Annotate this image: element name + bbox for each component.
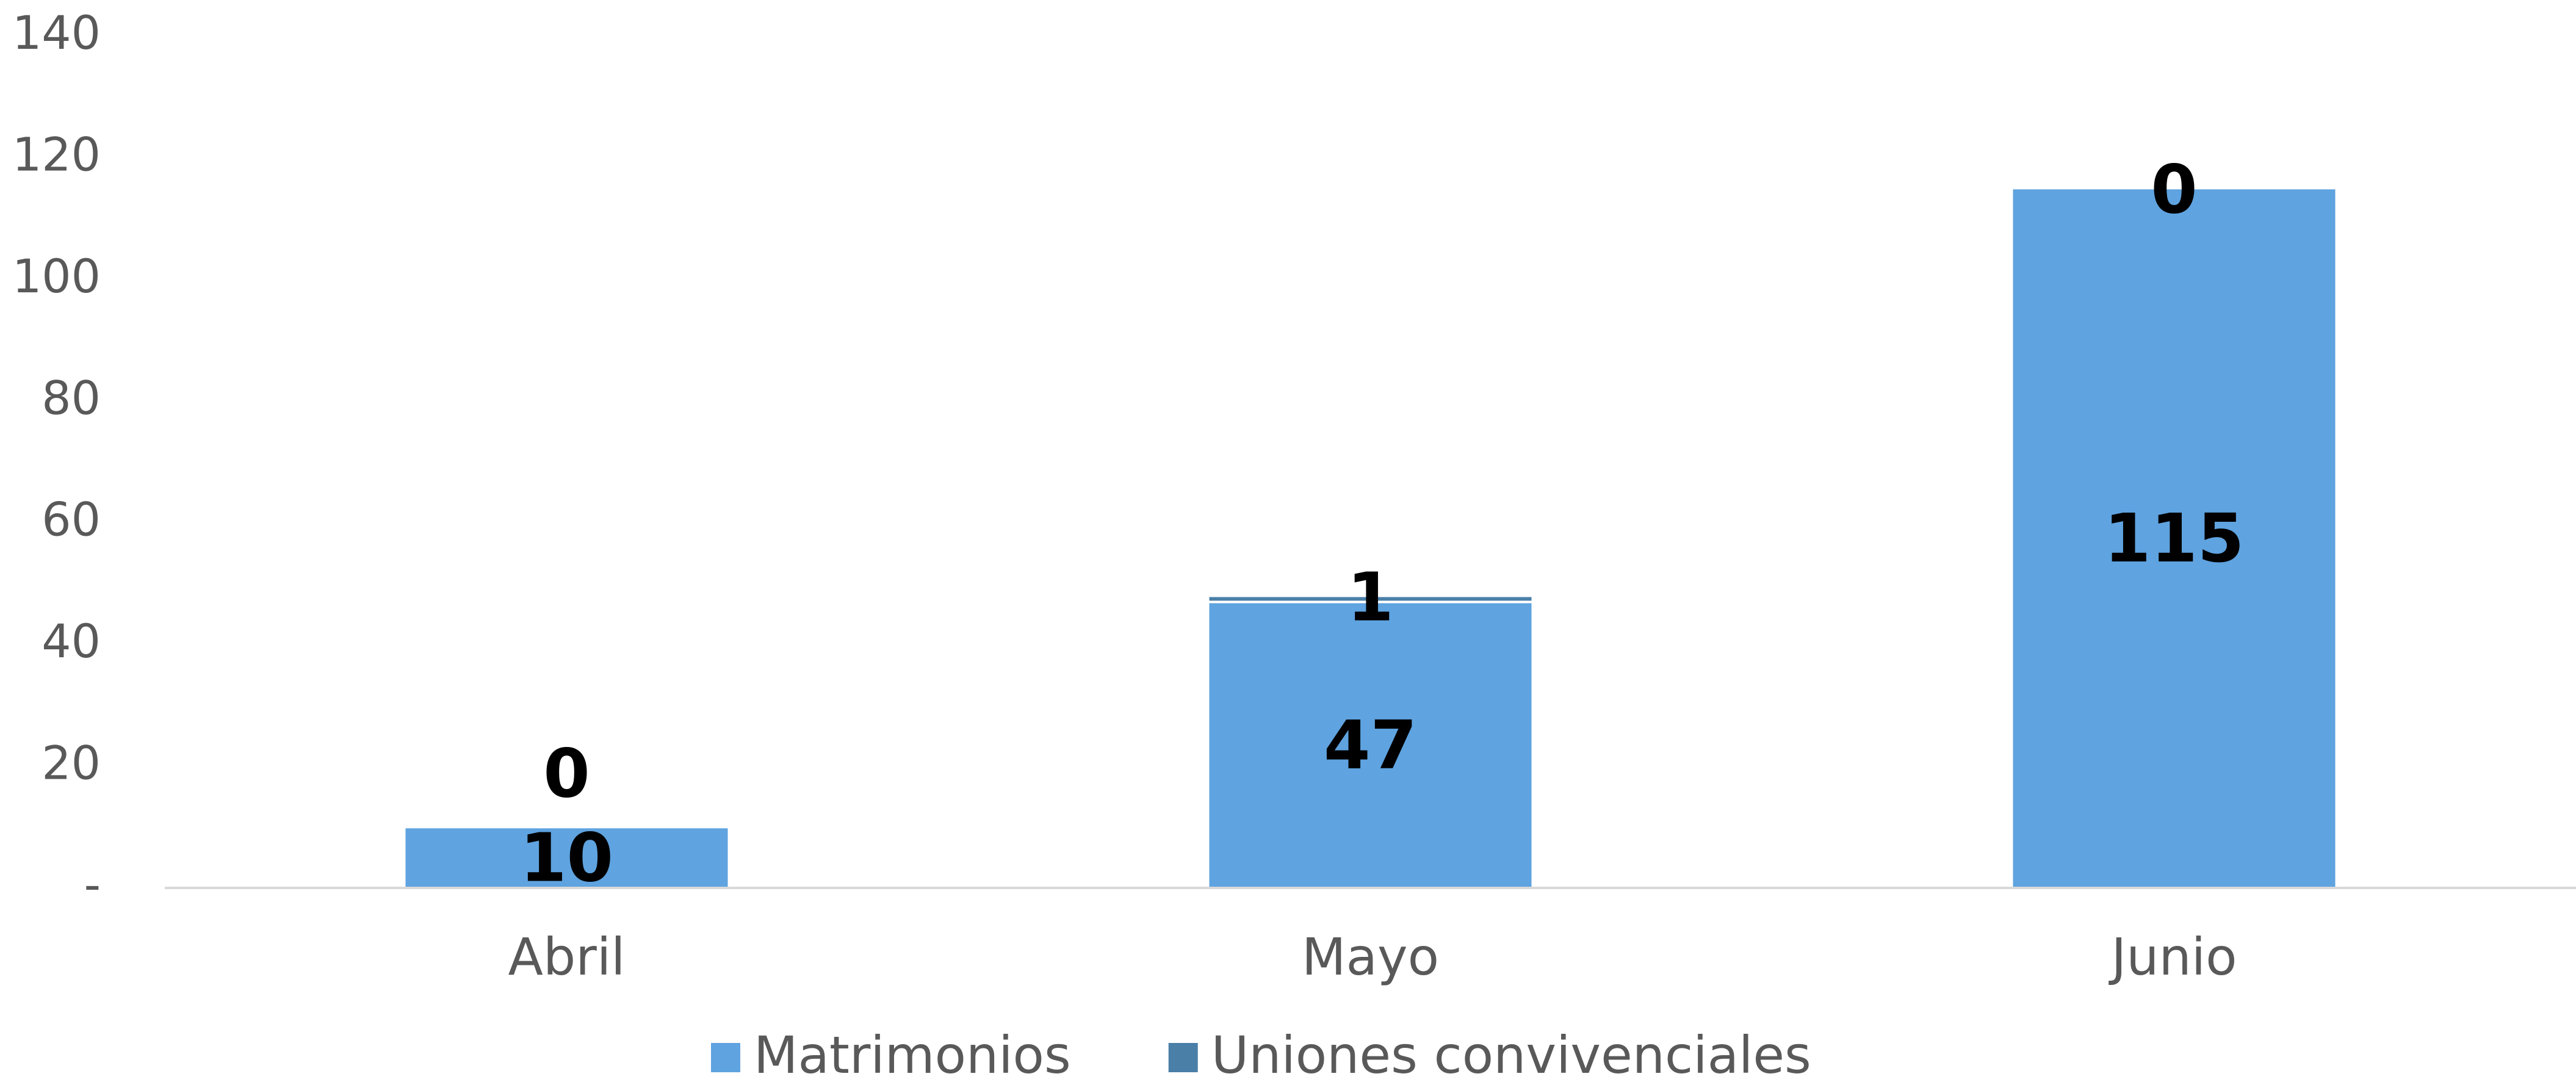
x-tick-label: Mayo — [1302, 927, 1439, 987]
y-tick-label: 60 — [41, 492, 101, 547]
y-tick-label: 40 — [41, 614, 101, 668]
y-tick-label: 120 — [12, 127, 101, 181]
legend-label: Uniones convivenciales — [1211, 1025, 1811, 1082]
y-tick-label: 100 — [12, 249, 101, 303]
x-tick-label: Abril — [508, 927, 626, 987]
y-tick-label: - — [84, 857, 101, 912]
data-label: 1 — [1347, 558, 1394, 637]
legend-swatch — [1168, 1043, 1198, 1072]
data-label: 47 — [1324, 706, 1417, 784]
legend-label: Matrimonios — [754, 1025, 1071, 1082]
data-label: 0 — [2151, 151, 2198, 229]
y-tick-label: 20 — [41, 736, 101, 790]
data-label: 10 — [520, 818, 613, 896]
y-tick-label: 80 — [41, 370, 101, 425]
y-tick-label: 140 — [12, 5, 101, 60]
bar-segment — [2010, 187, 2338, 889]
bar-segment — [1207, 594, 1534, 604]
x-tick-label: Junio — [2109, 927, 2237, 987]
legend-swatch — [711, 1043, 740, 1072]
data-label: 0 — [543, 735, 590, 813]
data-label: 115 — [2104, 499, 2245, 577]
bar-segment — [403, 826, 731, 890]
bar-segment — [1207, 601, 1534, 889]
